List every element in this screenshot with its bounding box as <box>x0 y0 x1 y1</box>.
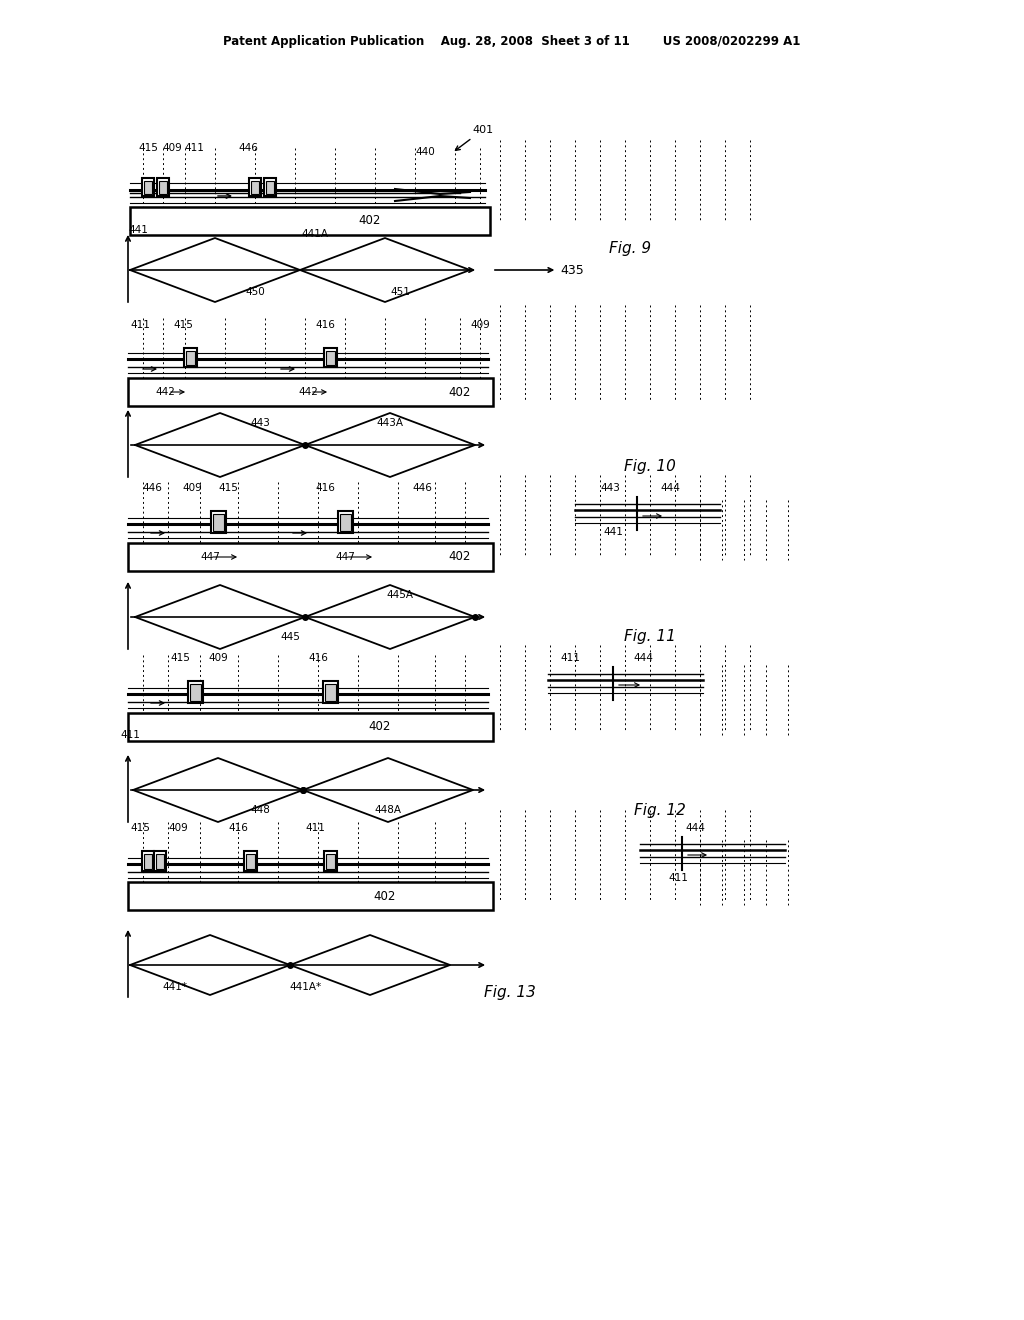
Text: 411: 411 <box>184 143 204 153</box>
Bar <box>186 351 195 366</box>
Bar <box>326 854 335 869</box>
Text: 442: 442 <box>155 387 175 397</box>
Bar <box>244 851 257 871</box>
Text: 415: 415 <box>170 653 189 663</box>
Text: 416: 416 <box>228 822 248 833</box>
Text: 446: 446 <box>238 143 258 153</box>
Text: 441: 441 <box>128 224 147 235</box>
Text: 411: 411 <box>305 822 325 833</box>
Bar <box>326 351 335 366</box>
Text: 441: 441 <box>603 527 623 537</box>
Text: 409: 409 <box>162 143 182 153</box>
Text: 443: 443 <box>250 418 270 428</box>
Text: 409: 409 <box>470 319 489 330</box>
Text: 440: 440 <box>415 147 435 157</box>
Text: 444: 444 <box>685 822 705 833</box>
Text: 409: 409 <box>208 653 228 663</box>
Text: 446: 446 <box>142 483 162 492</box>
Text: 444: 444 <box>660 483 680 492</box>
Bar <box>142 851 154 871</box>
Text: 411: 411 <box>130 319 150 330</box>
Text: 415: 415 <box>130 822 150 833</box>
Bar <box>211 511 226 533</box>
Text: 416: 416 <box>315 483 335 492</box>
Text: 447: 447 <box>335 552 355 562</box>
Bar <box>264 178 276 195</box>
Text: Fig. 12: Fig. 12 <box>634 803 686 817</box>
Text: 402: 402 <box>369 721 391 734</box>
Bar <box>142 178 154 195</box>
Bar <box>154 851 166 871</box>
Text: 435: 435 <box>495 264 584 276</box>
Bar <box>338 511 353 533</box>
Text: 416: 416 <box>308 653 328 663</box>
Bar <box>128 882 493 909</box>
Text: 447: 447 <box>200 552 220 562</box>
Text: 444: 444 <box>633 653 653 663</box>
Bar <box>251 181 259 194</box>
Text: 451: 451 <box>390 286 410 297</box>
Bar <box>325 684 336 701</box>
Bar <box>190 684 201 701</box>
Bar <box>340 513 351 531</box>
Text: 415: 415 <box>138 143 158 153</box>
Text: 441A*: 441A* <box>289 982 322 993</box>
Bar <box>156 854 164 869</box>
Text: 402: 402 <box>358 214 381 227</box>
Text: 442: 442 <box>298 387 317 397</box>
Text: Fig. 11: Fig. 11 <box>624 630 676 644</box>
Text: 441*: 441* <box>163 982 187 993</box>
Bar <box>128 378 493 407</box>
Bar <box>323 681 338 704</box>
Bar <box>159 181 167 194</box>
Text: 443: 443 <box>600 483 620 492</box>
Bar <box>144 854 152 869</box>
Bar <box>144 181 152 194</box>
Text: Fig. 13: Fig. 13 <box>484 985 536 999</box>
Bar <box>188 681 203 704</box>
Text: 415: 415 <box>173 319 193 330</box>
Bar <box>128 713 493 741</box>
Text: 443A: 443A <box>377 418 403 428</box>
Text: 411: 411 <box>120 730 140 741</box>
Bar <box>213 513 224 531</box>
Text: 441A: 441A <box>301 228 329 239</box>
Bar <box>246 854 255 869</box>
Text: 445A: 445A <box>386 590 414 601</box>
Text: Fig. 10: Fig. 10 <box>624 458 676 474</box>
Bar <box>324 851 337 871</box>
Bar <box>157 178 169 195</box>
Bar <box>249 178 261 195</box>
Text: Patent Application Publication    Aug. 28, 2008  Sheet 3 of 11        US 2008/02: Patent Application Publication Aug. 28, … <box>223 36 801 49</box>
Text: 450: 450 <box>245 286 265 297</box>
Text: 402: 402 <box>449 385 471 399</box>
Text: 445: 445 <box>280 632 300 642</box>
Bar <box>130 207 490 235</box>
Bar <box>128 543 493 572</box>
Text: 401: 401 <box>456 125 494 150</box>
Bar <box>324 348 337 367</box>
Text: 446: 446 <box>412 483 432 492</box>
Text: 409: 409 <box>168 822 187 833</box>
Text: 416: 416 <box>315 319 335 330</box>
Text: 411: 411 <box>560 653 580 663</box>
Text: 402: 402 <box>374 890 396 903</box>
Text: 402: 402 <box>449 550 471 564</box>
Text: 411: 411 <box>668 873 688 883</box>
Text: 415: 415 <box>218 483 238 492</box>
Bar <box>184 348 197 367</box>
Text: 409: 409 <box>182 483 202 492</box>
Text: 448A: 448A <box>375 805 401 814</box>
Text: 448: 448 <box>250 805 270 814</box>
Bar <box>266 181 274 194</box>
Text: Fig. 9: Fig. 9 <box>609 240 651 256</box>
